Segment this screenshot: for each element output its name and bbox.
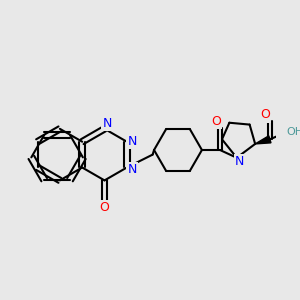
- Text: N: N: [235, 155, 244, 168]
- Text: OH: OH: [287, 127, 300, 136]
- Polygon shape: [255, 136, 271, 144]
- Text: N: N: [103, 117, 112, 130]
- Text: N: N: [128, 135, 137, 148]
- Text: O: O: [260, 108, 270, 121]
- Text: N: N: [128, 163, 137, 176]
- Text: O: O: [100, 201, 110, 214]
- Text: O: O: [212, 115, 221, 128]
